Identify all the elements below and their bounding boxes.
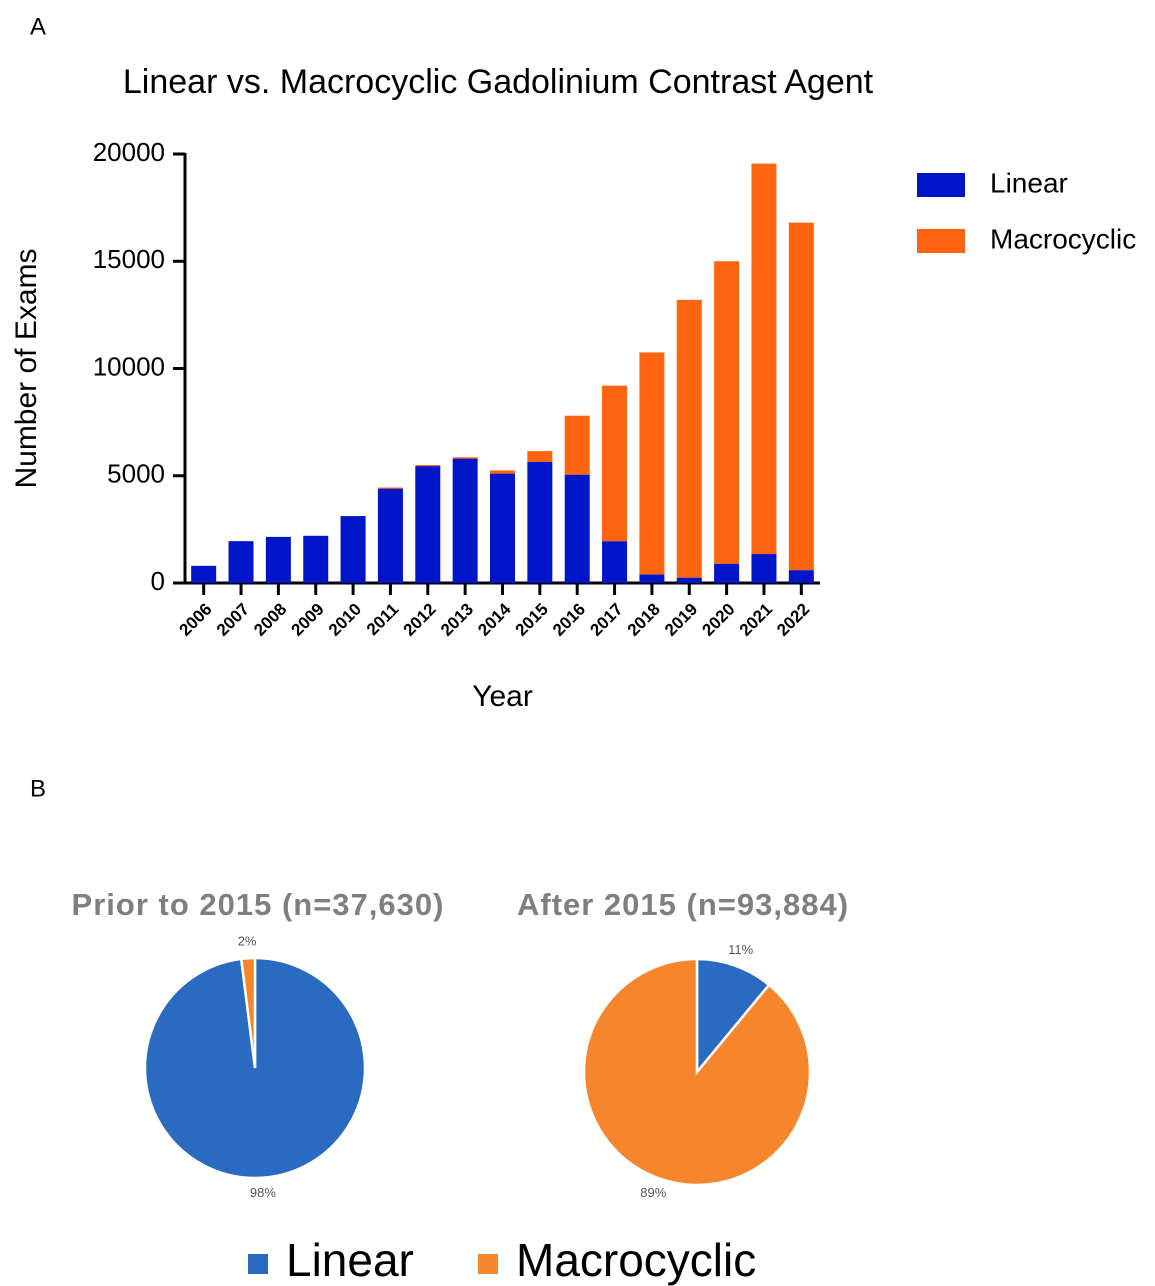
bar-segment — [788, 570, 814, 583]
x-tick-label: 2019 — [661, 600, 701, 640]
legend-label: Linear — [286, 1234, 414, 1286]
pie-slice — [239, 956, 257, 1069]
x-tick-label: 2017 — [586, 600, 626, 640]
bar-segment — [564, 415, 590, 475]
bar-segment — [527, 461, 553, 583]
bar-segment — [676, 577, 702, 583]
pie-value-label: 11% — [728, 942, 753, 957]
bar-segment — [415, 466, 441, 583]
bar-segment — [265, 536, 291, 583]
y-tick-label: 20000 — [93, 137, 165, 167]
bar-segment — [415, 465, 441, 467]
legend-swatch — [478, 1254, 498, 1274]
x-tick-label: 2016 — [549, 600, 589, 640]
y-tick-label: 5000 — [107, 459, 165, 489]
bar-segment — [639, 574, 665, 583]
bar-segment — [377, 488, 403, 583]
x-tick-label: 2022 — [773, 600, 813, 640]
pie-slice — [695, 957, 771, 1076]
bar-segment — [452, 458, 478, 583]
x-tick-label: 2011 — [363, 600, 403, 640]
legend-swatch — [917, 229, 965, 253]
x-tick-label: 2020 — [698, 600, 738, 640]
x-tick-label: 2008 — [250, 600, 290, 640]
legend-swatch — [917, 173, 965, 197]
bar-segment — [303, 535, 329, 583]
chart-title: Linear vs. Macrocyclic Gadolinium Contra… — [123, 63, 874, 101]
x-tick-label: 2013 — [437, 600, 477, 640]
bar-segment — [751, 554, 777, 583]
panel-label: B — [30, 775, 46, 802]
x-tick-label: 2014 — [474, 599, 515, 640]
bar-segment — [377, 487, 403, 489]
bar-segment — [564, 474, 590, 583]
y-tick-label: 15000 — [93, 244, 165, 274]
bar-segment — [490, 473, 515, 583]
legend-label: Macrocyclic — [990, 223, 1136, 254]
legend-label: Macrocyclic — [516, 1234, 756, 1286]
pie-value-label: 2% — [238, 934, 257, 949]
bar-segment — [676, 299, 702, 578]
x-axis-label: Year — [472, 680, 533, 713]
y-tick-label: 0 — [151, 566, 165, 596]
bar-segment — [714, 563, 740, 583]
legend-swatch — [248, 1254, 268, 1274]
x-tick-label: 2021 — [736, 600, 776, 640]
x-tick-label: 2006 — [175, 600, 215, 640]
pie-slice — [582, 957, 812, 1187]
y-axis-label: Number of Exams — [10, 248, 43, 488]
y-tick-label: 10000 — [93, 351, 165, 381]
bar-segment — [340, 516, 366, 583]
x-tick-label: 2012 — [400, 600, 440, 640]
pie-value-label: 89% — [640, 1185, 666, 1200]
bar-segment — [714, 261, 740, 564]
bar-segment — [191, 565, 217, 583]
x-tick-label: 2018 — [624, 600, 664, 640]
bar-segment — [452, 457, 478, 459]
panel-label: A — [30, 13, 46, 40]
x-tick-label: 2009 — [288, 600, 328, 640]
bar-segment — [602, 385, 628, 542]
bar-segment — [602, 541, 628, 583]
bar-segment — [228, 541, 254, 583]
bar-segment — [490, 470, 515, 474]
bar-segment — [788, 222, 814, 571]
pie-title: Prior to 2015 (n=37,630) — [72, 887, 445, 922]
legend-label: Linear — [990, 167, 1068, 198]
pie-value-label: 98% — [250, 1185, 276, 1200]
pie-title: After 2015 (n=93,884) — [517, 887, 849, 922]
x-tick-label: 2010 — [325, 600, 365, 640]
bar-segment — [751, 163, 777, 555]
x-tick-label: 2007 — [213, 600, 253, 640]
x-tick-label: 2015 — [512, 600, 552, 640]
bar-segment — [527, 451, 553, 462]
bar-segment — [639, 352, 665, 575]
